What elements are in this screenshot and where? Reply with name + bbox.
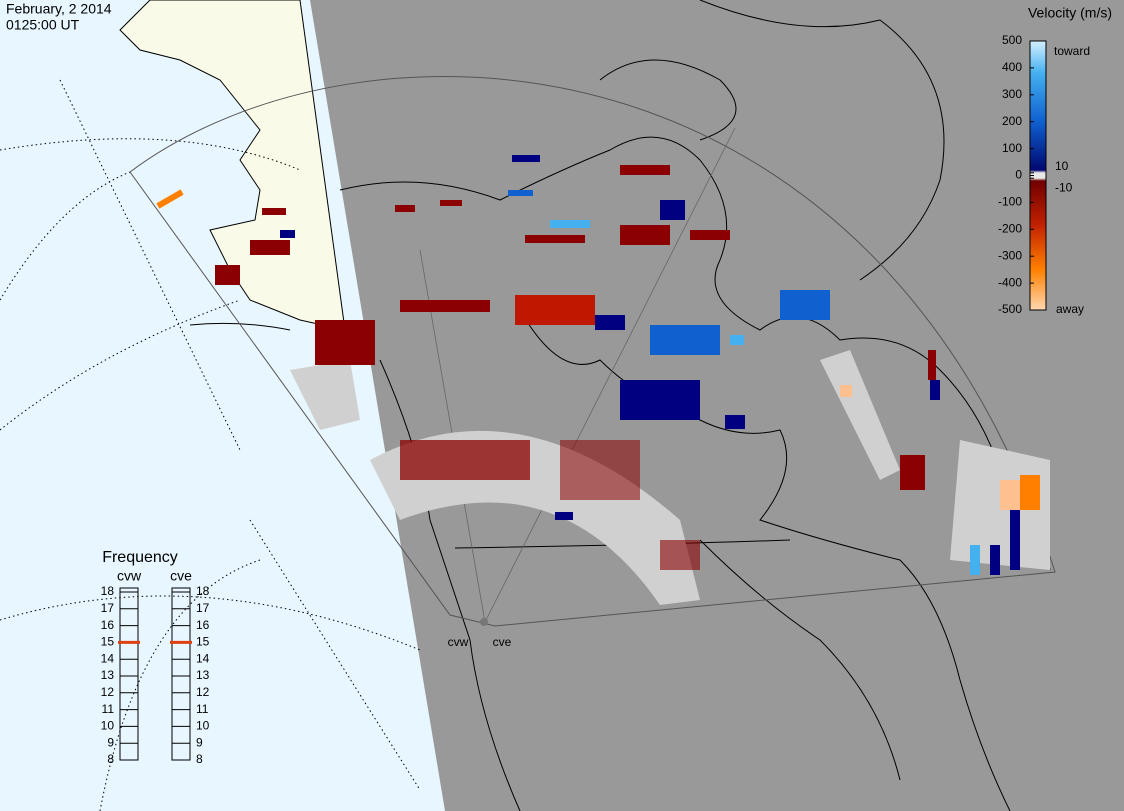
- frequency-tick-label: 13: [101, 668, 115, 682]
- frequency-tick-label: 14: [196, 651, 210, 665]
- frequency-tick-label: 9: [196, 735, 203, 749]
- colorbar-tick-label: 0: [1015, 168, 1022, 182]
- radar-label: cve: [493, 635, 512, 649]
- frequency-tick-label: 11: [196, 702, 209, 716]
- colorbar-title: Velocity (m/s): [1028, 5, 1112, 21]
- frequency-tick-label: 8: [196, 752, 203, 766]
- frequency-tick-label: 18: [196, 584, 210, 598]
- date-label: February, 2 2014: [6, 1, 112, 17]
- colorbar-tick-label: -500: [998, 302, 1022, 316]
- colorbar-tick-label: -300: [998, 248, 1022, 262]
- colorbar-tick-label: 300: [1002, 87, 1022, 101]
- colorbar-tick-label: -400: [998, 275, 1022, 289]
- frequency-tick-label: 14: [101, 651, 115, 665]
- night-region: [310, 0, 1124, 811]
- velocity-cells: [156, 155, 1050, 605]
- frequency-tick-label: 18: [101, 584, 115, 598]
- frequency-tick-label: 12: [196, 685, 210, 699]
- frequency-title: Frequency: [102, 549, 178, 566]
- radar-label: cvw: [117, 568, 142, 584]
- colorbar-tick-label: 200: [1002, 114, 1022, 128]
- away-label: away: [1056, 302, 1084, 316]
- colorbar-tick-label: -100: [998, 195, 1022, 209]
- frequency-tick-label: 9: [107, 735, 114, 749]
- frequency-tick-label: 10: [196, 719, 210, 733]
- frequency-tick-label: 12: [101, 685, 115, 699]
- frequency-tick-label: 13: [196, 668, 210, 682]
- colorbar-tick-label: 100: [1002, 141, 1022, 155]
- colorbar-tick-label: -10: [1055, 180, 1073, 194]
- graticule: [0, 79, 421, 811]
- frequency-tick-label: 11: [102, 702, 115, 716]
- frequency-tick-label: 15: [101, 635, 115, 649]
- frequency-tick-label: 17: [101, 601, 115, 615]
- colorbar-tick-label: 10: [1055, 159, 1069, 173]
- colorbar-tick-label: -200: [998, 221, 1022, 235]
- frequency-tick-label: 10: [101, 719, 115, 733]
- colorbar-tick-label: 500: [1002, 33, 1022, 47]
- frequency-tick-label: 16: [101, 618, 115, 632]
- time-label: 0125:00 UT: [6, 17, 80, 33]
- radar-label: cve: [170, 568, 192, 584]
- frequency-tick-label: 17: [196, 601, 210, 615]
- frequency-tick-label: 16: [196, 618, 210, 632]
- radar-label: cvw: [448, 635, 469, 649]
- frequency-tick-label: 8: [107, 752, 114, 766]
- toward-label: toward: [1054, 44, 1090, 58]
- frequency-tick-label: 15: [196, 635, 210, 649]
- colorbar-tick-label: 400: [1002, 60, 1022, 74]
